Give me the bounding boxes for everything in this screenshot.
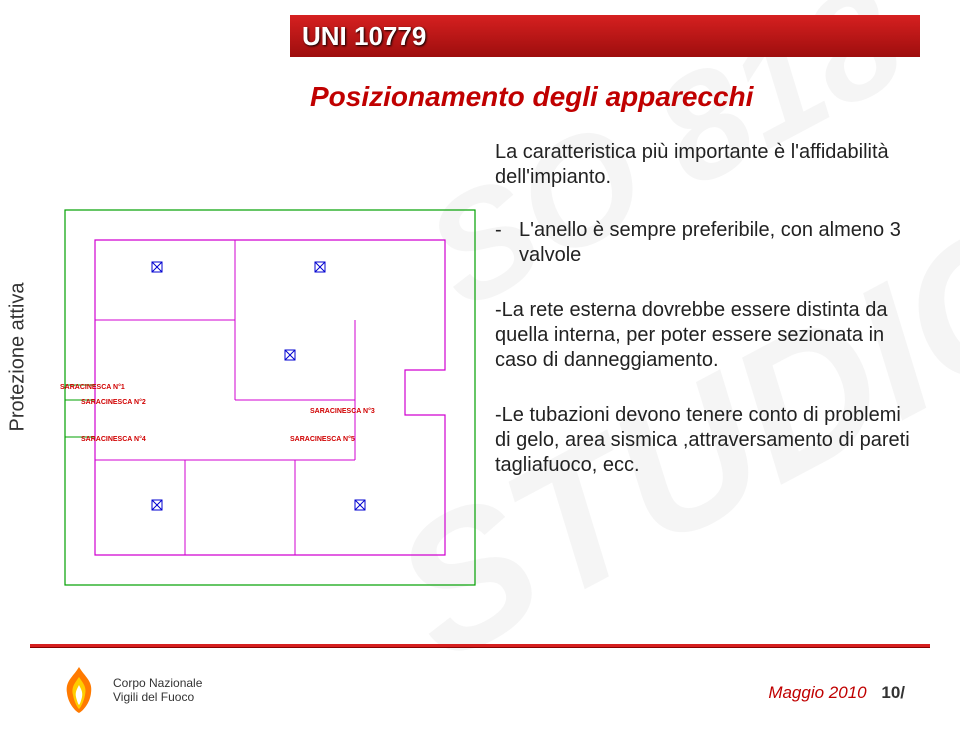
slide-title: UNI 10779 (302, 21, 426, 52)
logo-line-2: Vigili del Fuoco (113, 690, 202, 704)
footer-right: Maggio 2010 10/ (768, 683, 905, 703)
svg-text:SARACINESCA N°3: SARACINESCA N°3 (310, 407, 375, 415)
svg-text:SARACINESCA N°4: SARACINESCA N°4 (81, 435, 146, 443)
slide-subtitle: Posizionamento degli apparecchi (310, 81, 753, 113)
footer-logo: Corpo Nazionale Vigili del Fuoco (55, 665, 202, 715)
bullet-2: -La rete esterna dovrebbe essere distint… (495, 298, 915, 373)
sidebar-label: Protezione attiva (7, 283, 30, 432)
logo-text: Corpo Nazionale Vigili del Fuoco (113, 676, 202, 705)
footer-page: 10/ (881, 683, 905, 702)
bullet-1: - L'anello è sempre preferibile, con alm… (495, 218, 915, 268)
body-text: La caratteristica più importante è l'aff… (495, 140, 915, 478)
bottom-rule (30, 644, 930, 648)
svg-text:SARACINESCA N°5: SARACINESCA N°5 (290, 435, 355, 443)
bullet-3: -Le tubazioni devono tenere conto di pro… (495, 403, 915, 478)
flame-icon (55, 665, 103, 715)
title-band: UNI 10779 (290, 15, 920, 57)
intro-line: La caratteristica più importante è l'aff… (495, 140, 915, 190)
svg-text:SARACINESCA N°1: SARACINESCA N°1 (60, 383, 125, 391)
floor-diagram: SARACINESCA N°1 SARACINESCA N°2 SARACINE… (55, 200, 485, 595)
svg-text:SARACINESCA N°2: SARACINESCA N°2 (81, 398, 146, 406)
footer-date: Maggio 2010 (768, 683, 866, 702)
logo-line-1: Corpo Nazionale (113, 676, 202, 690)
bullet-1-text: L'anello è sempre preferibile, con almen… (519, 218, 915, 268)
bullet-dash: - (495, 218, 519, 268)
